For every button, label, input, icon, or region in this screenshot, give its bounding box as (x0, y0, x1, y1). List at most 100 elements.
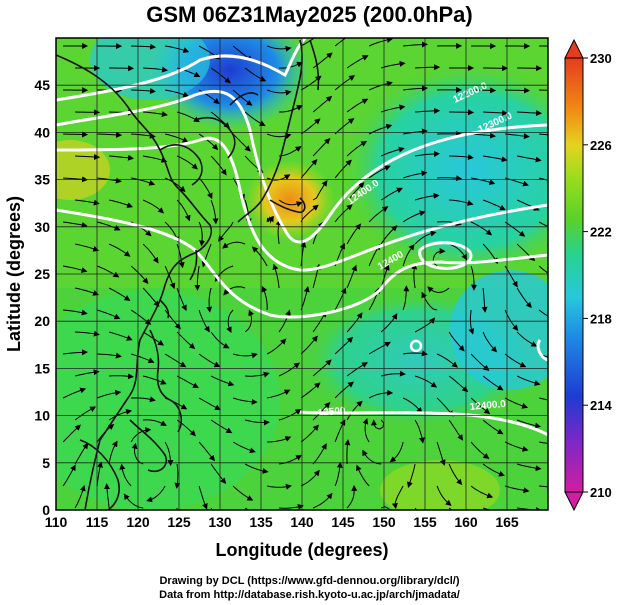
cyclone-marker (409, 339, 423, 353)
x-tick-label: 135 (249, 514, 273, 530)
streamline (516, 419, 542, 429)
streamline (389, 441, 404, 463)
x-tick-label: 115 (86, 514, 109, 530)
streamline (380, 187, 403, 201)
streamline (176, 331, 196, 350)
streamline (198, 397, 221, 411)
streamline (368, 341, 391, 355)
y-tick-label: 5 (42, 455, 50, 471)
streamline (368, 38, 393, 47)
colorbar-tick-label: 230 (590, 51, 612, 66)
streamline (380, 146, 405, 157)
streamline (62, 464, 76, 487)
streamline (226, 309, 234, 334)
streamline (244, 309, 254, 333)
streamline (279, 105, 303, 113)
streamline (278, 199, 303, 207)
streamline (176, 419, 196, 437)
colorbar-tick-label: 218 (590, 311, 612, 326)
streamline (300, 424, 319, 443)
streamline (131, 88, 156, 94)
streamline (232, 441, 256, 454)
streamline (109, 154, 134, 161)
streamline (96, 265, 120, 278)
streamline (142, 199, 165, 214)
streamline (142, 287, 160, 307)
streamline (391, 485, 404, 510)
streamline (300, 469, 320, 487)
streamline (334, 336, 354, 355)
streamline (449, 199, 474, 206)
streamline (468, 309, 475, 335)
height-contours (56, 38, 548, 437)
streamline (482, 375, 504, 391)
streamline (481, 287, 488, 313)
streamline (346, 484, 358, 509)
credit-data-source: Data from http://database.rish.kyoto-u.a… (159, 589, 460, 601)
y-tick-label: 35 (34, 172, 50, 188)
streamline (300, 75, 322, 91)
streamline (279, 504, 304, 510)
streamline (198, 485, 208, 510)
streamline (176, 375, 199, 389)
streamline (415, 150, 440, 157)
y-axis: 0 5 10 15 20 25 30 35 40 45 (34, 77, 50, 518)
streamline (210, 155, 227, 176)
streamline (470, 397, 491, 415)
streamline (448, 331, 465, 352)
streamline (505, 133, 530, 140)
streamline (198, 133, 219, 151)
streamline (539, 89, 548, 91)
x-axis-label: Longitude (degrees) (215, 540, 388, 560)
grid-lines (56, 38, 548, 510)
streamline (164, 133, 189, 143)
streamline (402, 285, 410, 311)
streamlines (62, 38, 548, 510)
streamline (74, 484, 86, 509)
streamline (482, 463, 505, 477)
streamline (206, 287, 213, 313)
streamline (279, 146, 302, 157)
streamline (516, 287, 532, 309)
streamline (380, 370, 406, 377)
streamline (267, 483, 292, 490)
streamline (74, 406, 97, 421)
streamline (103, 483, 110, 509)
streamline (245, 371, 270, 378)
streamline (75, 154, 101, 161)
streamline (198, 177, 213, 200)
streamline (402, 170, 428, 179)
streamline (403, 85, 428, 92)
streamline (222, 241, 246, 249)
streamline (279, 454, 303, 465)
streamline (142, 243, 159, 264)
streamline (75, 330, 100, 337)
streamline (300, 118, 321, 135)
streamline (143, 155, 168, 163)
streamline (223, 286, 246, 296)
streamline (63, 265, 88, 273)
streamline (414, 419, 425, 444)
streamline (244, 419, 270, 426)
streamline (194, 265, 201, 291)
x-tick-label: 130 (208, 514, 232, 530)
streamline (538, 221, 548, 228)
streamline (346, 312, 363, 333)
y-tick-label: 0 (42, 502, 50, 518)
streamline (62, 387, 87, 399)
streamline (437, 175, 463, 182)
y-tick-label: 45 (34, 77, 50, 93)
colorbar-bottom-arrow (564, 491, 584, 512)
streamline (130, 427, 152, 443)
streamline (266, 215, 274, 224)
streamline (538, 397, 548, 401)
y-tick-label: 30 (34, 219, 50, 235)
streamline (74, 442, 89, 465)
streamline (346, 182, 365, 201)
streamline (164, 265, 176, 290)
streamline (108, 331, 133, 341)
streamline (63, 131, 89, 138)
x-tick-label: 125 (167, 514, 191, 530)
streamline (261, 285, 268, 311)
streamline (176, 243, 185, 269)
